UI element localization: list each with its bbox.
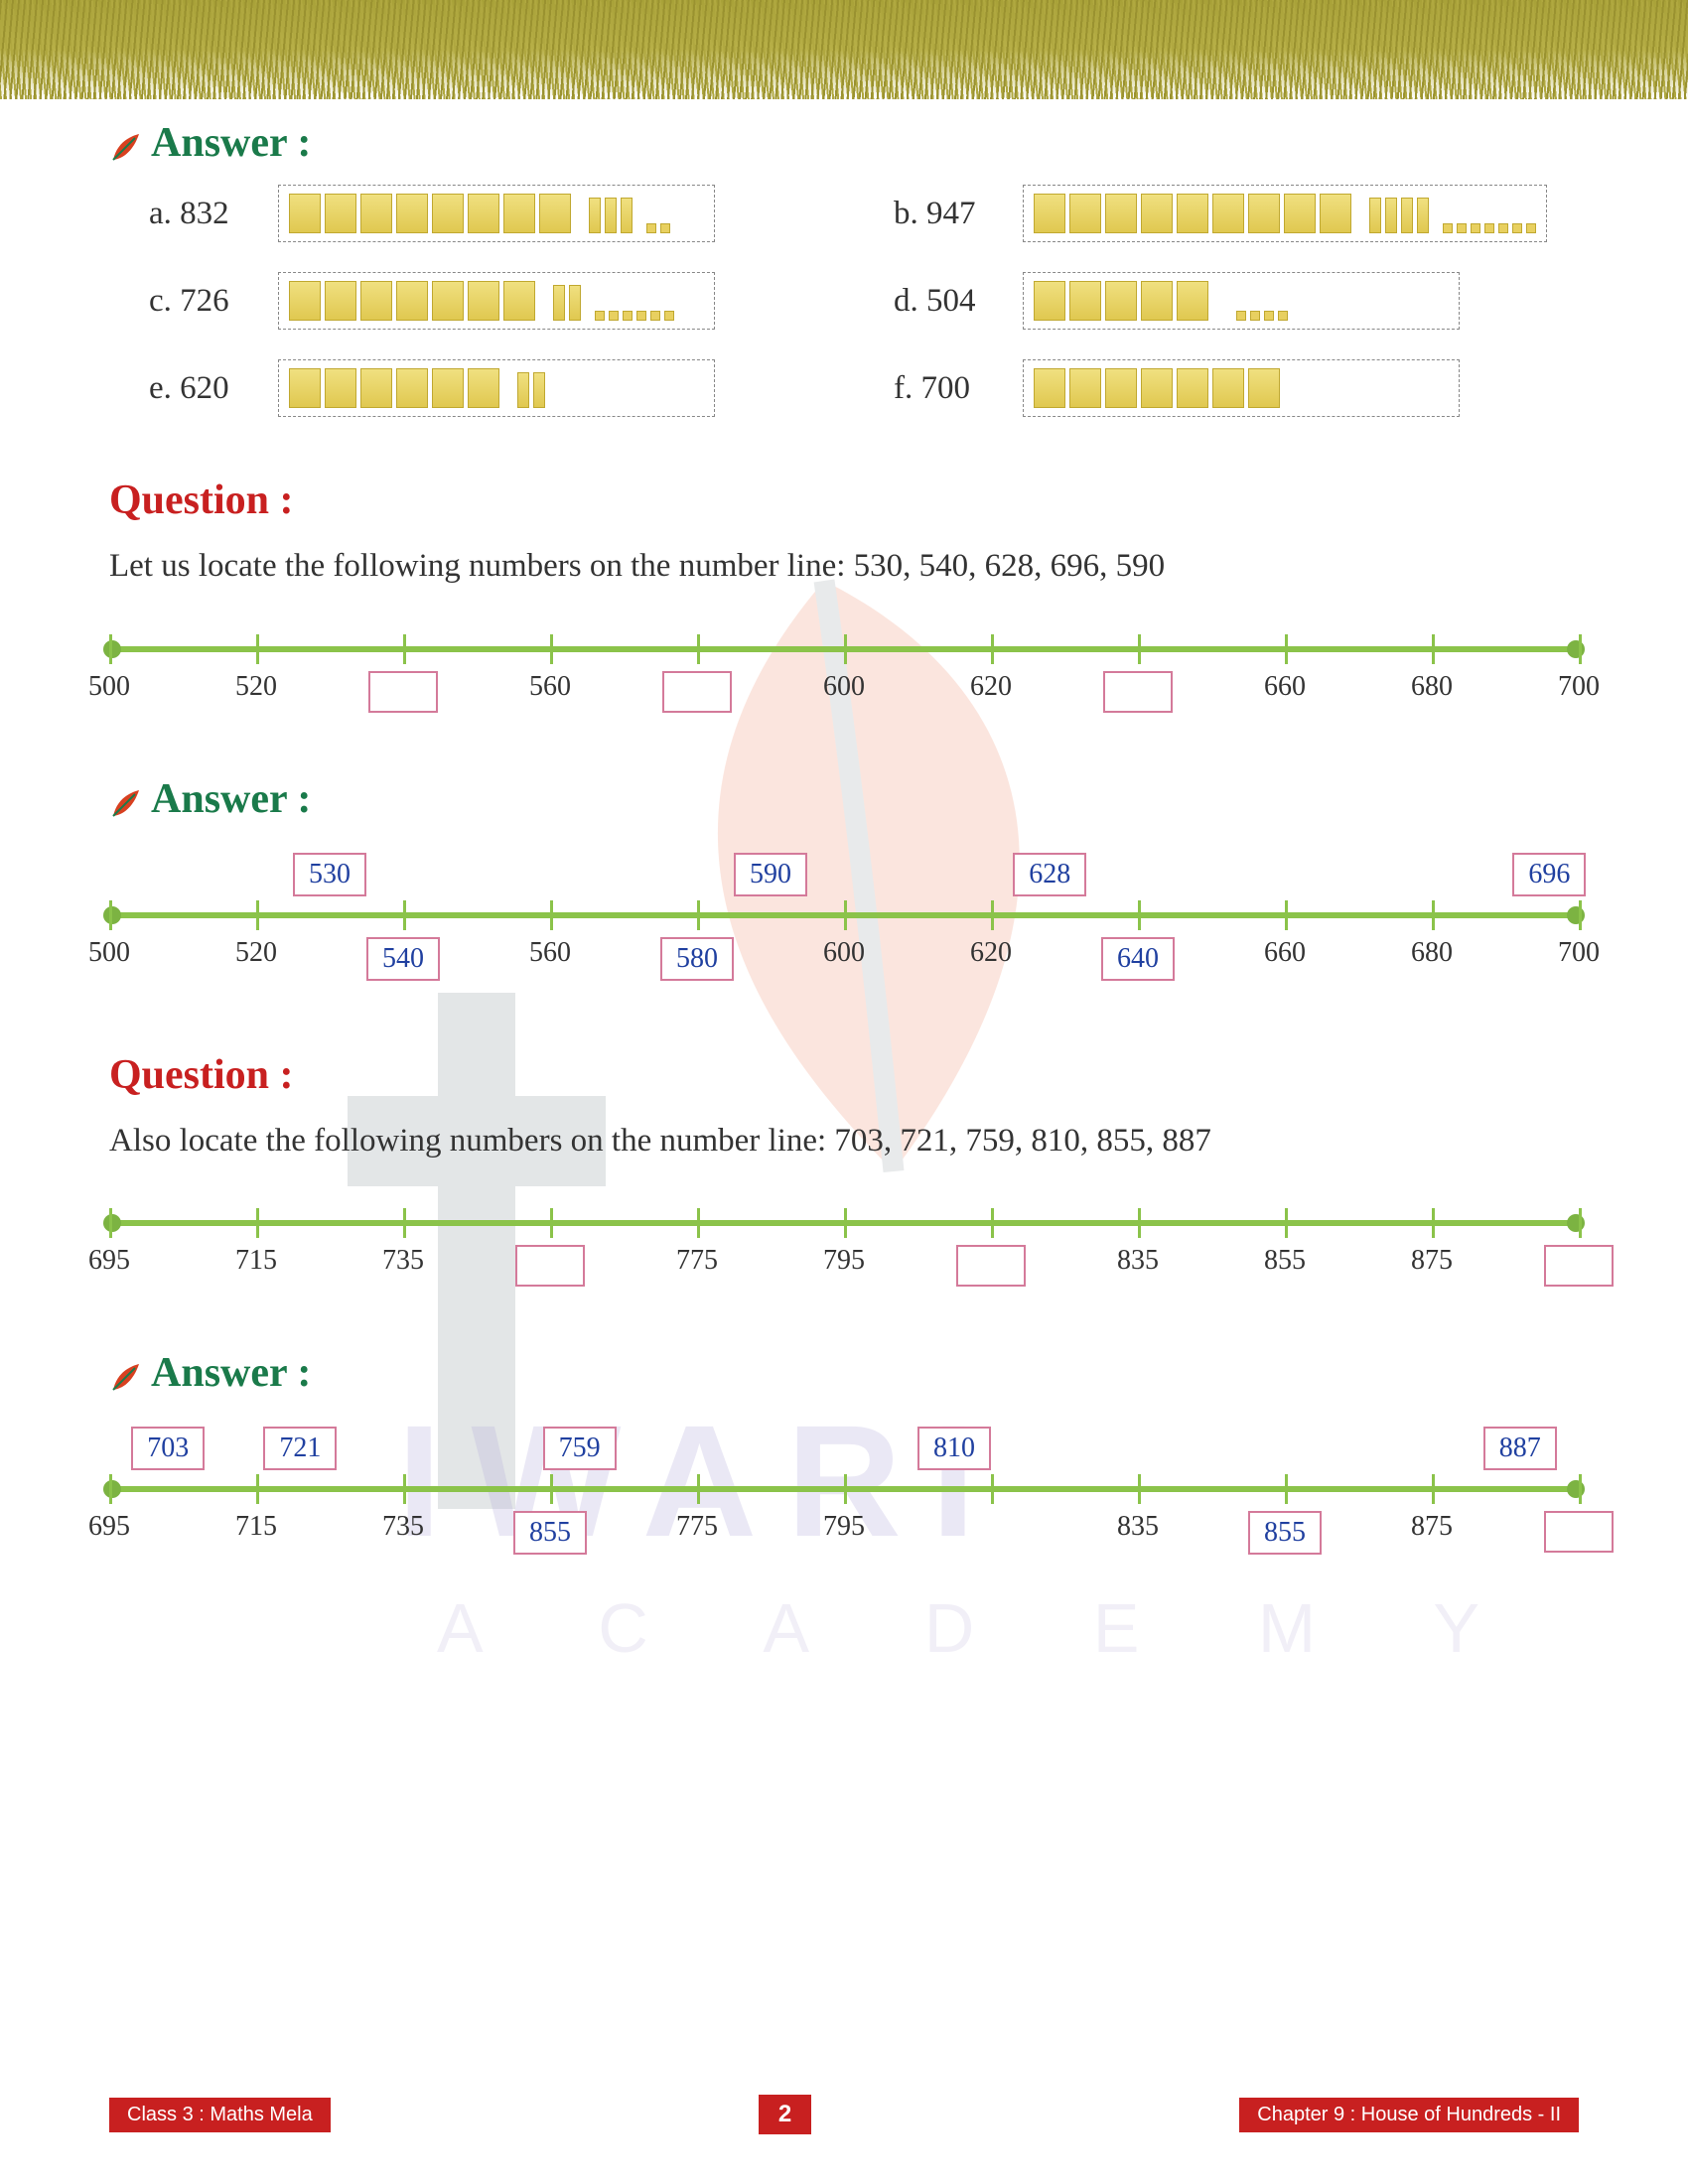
tick-label: 775 [676, 1511, 718, 1543]
question-heading-text: Question : [109, 477, 294, 524]
page-footer: Class 3 : Maths Mela 2 Chapter 9 : House… [0, 2095, 1688, 2134]
number-line-a1: 5005205606006206606807005305906286965405… [109, 843, 1579, 1002]
tick-label: 735 [382, 1245, 424, 1277]
tick-label: 875 [1411, 1245, 1453, 1277]
number-line-q2: 695715735775795835855875 [109, 1190, 1579, 1319]
tick-label: 520 [235, 937, 277, 969]
tick-label: 500 [88, 937, 130, 969]
answer-box-above: 721 [263, 1427, 337, 1470]
question-section-2: Question : Also locate the following num… [109, 1051, 1579, 1576]
tick-label: 795 [823, 1245, 865, 1277]
tick-label: 600 [823, 937, 865, 969]
tick-label: 500 [88, 671, 130, 703]
tick-label: 735 [382, 1511, 424, 1543]
tick-label: 835 [1117, 1245, 1159, 1277]
answer-box-above: 590 [734, 853, 807, 896]
block-label: d. 504 [894, 283, 1003, 320]
tick-label: 680 [1411, 937, 1453, 969]
answer-box-below: 855 [1248, 1511, 1322, 1555]
answer-box-below [1544, 1511, 1614, 1553]
block-label: c. 726 [149, 283, 258, 320]
leaf-icon [109, 783, 141, 815]
blocks-grid: a. 832 b. 947 c. 726 d. 504 e. 620 f. 700 [149, 185, 1579, 417]
question-text: Let us locate the following numbers on t… [109, 542, 1579, 592]
answer-box-above: 696 [1512, 853, 1586, 896]
block-label: b. 947 [894, 196, 1003, 232]
answer-box-above: 703 [131, 1427, 205, 1470]
answer-box-above: 810 [917, 1427, 991, 1470]
question-heading: Question : [109, 1051, 1579, 1099]
tick-label: 795 [823, 1511, 865, 1543]
answer-heading-text: Answer : [151, 119, 311, 167]
tick-label: 700 [1558, 937, 1600, 969]
tick-label: 620 [970, 671, 1012, 703]
answer-section-1: Answer : a. 832 b. 947 c. 726 d. 504 e. 620 f… [109, 119, 1579, 417]
tick-label: 695 [88, 1245, 130, 1277]
block-label: a. 832 [149, 196, 258, 232]
leaf-icon [109, 127, 141, 159]
tick-label: 855 [1264, 1245, 1306, 1277]
empty-box [515, 1245, 585, 1287]
tick-label: 560 [529, 937, 571, 969]
empty-box [1103, 671, 1173, 713]
answer-heading: Answer : [109, 119, 1579, 167]
question-section-1: Question : Let us locate the following n… [109, 477, 1579, 1002]
tick-label: 680 [1411, 671, 1453, 703]
leaf-icon [109, 1357, 141, 1389]
empty-box [662, 671, 732, 713]
block-row: b. 947 [894, 185, 1579, 242]
grass-border [0, 0, 1688, 99]
question-heading-text: Question : [109, 1051, 294, 1099]
block-box [278, 359, 715, 417]
tick-label: 835 [1117, 1511, 1159, 1543]
tick-label: 875 [1411, 1511, 1453, 1543]
footer-right: Chapter 9 : House of Hundreds - II [1239, 2098, 1579, 2132]
block-box [278, 272, 715, 330]
tick-label: 695 [88, 1511, 130, 1543]
empty-box [1544, 1245, 1614, 1287]
answer-box-above: 759 [543, 1427, 617, 1470]
tick-label: 700 [1558, 671, 1600, 703]
tick-label: 560 [529, 671, 571, 703]
block-label: e. 620 [149, 370, 258, 407]
tick-label: 620 [970, 937, 1012, 969]
question-text: Also locate the following numbers on the… [109, 1117, 1579, 1166]
answer-box-above: 887 [1483, 1427, 1557, 1470]
answer-box-below: 580 [660, 937, 734, 981]
answer-box-below: 855 [513, 1511, 587, 1555]
block-row: c. 726 [149, 272, 834, 330]
footer-page: 2 [759, 2095, 811, 2134]
block-row: a. 832 [149, 185, 834, 242]
question-heading: Question : [109, 477, 1579, 524]
answer-heading: Answer : [109, 775, 1579, 823]
tick-label: 715 [235, 1245, 277, 1277]
answer-heading-text: Answer : [151, 775, 311, 823]
number-line-a2: 6957157357757958358757037217598108878558… [109, 1417, 1579, 1575]
tick-label: 600 [823, 671, 865, 703]
empty-box [368, 671, 438, 713]
block-box [278, 185, 715, 242]
tick-label: 660 [1264, 671, 1306, 703]
tick-label: 520 [235, 671, 277, 703]
answer-box-below: 540 [366, 937, 440, 981]
tick-label: 775 [676, 1245, 718, 1277]
answer-heading-text: Answer : [151, 1349, 311, 1397]
tick-label: 660 [1264, 937, 1306, 969]
block-row: e. 620 [149, 359, 834, 417]
answer-box-above: 530 [293, 853, 366, 896]
empty-box [956, 1245, 1026, 1287]
block-row: f. 700 [894, 359, 1579, 417]
answer-box-above: 628 [1013, 853, 1086, 896]
block-row: d. 504 [894, 272, 1579, 330]
answer-heading: Answer : [109, 1349, 1579, 1397]
block-box [1023, 272, 1460, 330]
watermark-subtext: A C A D E M Y [437, 1588, 1529, 1668]
answer-box-below: 640 [1101, 937, 1175, 981]
tick-label: 715 [235, 1511, 277, 1543]
footer-left: Class 3 : Maths Mela [109, 2098, 331, 2132]
block-label: f. 700 [894, 370, 1003, 407]
block-box [1023, 185, 1547, 242]
block-box [1023, 359, 1460, 417]
number-line-q1: 500520560600620660680700 [109, 616, 1579, 746]
